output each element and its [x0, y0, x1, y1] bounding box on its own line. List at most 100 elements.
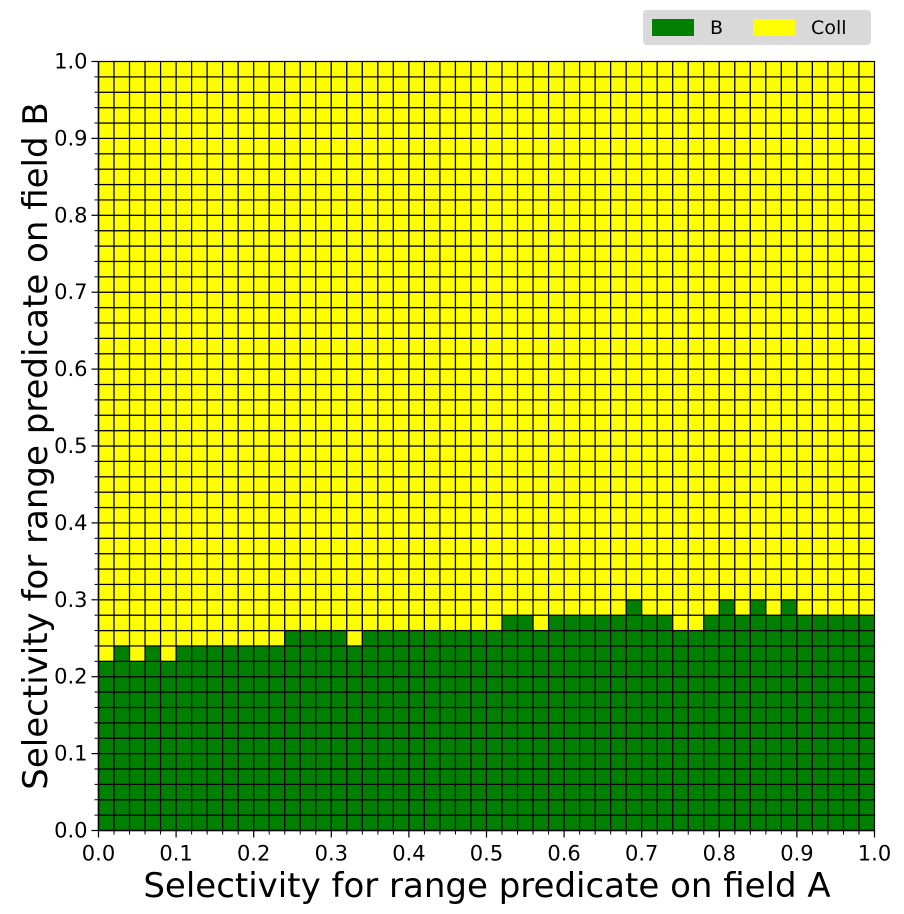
- cell-coll: [532, 153, 550, 170]
- cell-coll: [765, 107, 782, 124]
- cell-b: [423, 645, 441, 662]
- cell-b: [532, 799, 550, 816]
- cell-coll: [175, 506, 193, 524]
- cell-coll: [237, 399, 255, 416]
- cell-coll: [97, 599, 115, 616]
- cell-coll: [563, 445, 581, 462]
- cell-coll: [253, 276, 270, 293]
- cell-coll: [377, 337, 394, 355]
- cell-coll: [811, 368, 829, 386]
- cell-b: [842, 752, 860, 770]
- cell-coll: [206, 506, 224, 524]
- cell-b: [734, 799, 751, 816]
- cell-coll: [392, 322, 410, 339]
- cell-coll: [532, 199, 550, 216]
- cell-coll: [113, 553, 131, 570]
- cell-coll: [718, 553, 736, 570]
- cell-b: [222, 722, 239, 739]
- cell-coll: [253, 491, 270, 509]
- cell-coll: [377, 60, 394, 78]
- cell-b: [268, 706, 286, 724]
- cell-coll: [128, 599, 146, 616]
- cell-coll: [718, 276, 736, 293]
- cell-coll: [392, 368, 410, 386]
- cell-coll: [253, 245, 270, 263]
- cell-coll: [346, 537, 363, 555]
- cell-b: [842, 660, 860, 678]
- cell-coll: [563, 245, 581, 263]
- cell-coll: [687, 199, 705, 216]
- cell-b: [765, 799, 782, 816]
- cell-b: [454, 645, 472, 662]
- cell-coll: [470, 76, 488, 93]
- cell-coll: [253, 599, 270, 616]
- cell-coll: [454, 445, 472, 462]
- cell-coll: [547, 260, 565, 278]
- cell-b: [361, 783, 379, 801]
- cell-coll: [796, 368, 814, 386]
- cell-b: [579, 645, 596, 662]
- cell-coll: [672, 460, 689, 478]
- cell-coll: [284, 107, 301, 124]
- cell-b: [470, 645, 488, 662]
- cell-coll: [672, 599, 689, 616]
- cell-b: [439, 799, 457, 816]
- cell-coll: [780, 260, 798, 278]
- cell-b: [361, 722, 379, 739]
- cell-b: [718, 783, 736, 801]
- cell-coll: [191, 91, 208, 109]
- cell-b: [516, 629, 534, 647]
- cell-coll: [144, 522, 162, 539]
- cell-coll: [377, 245, 394, 263]
- cell-coll: [470, 230, 488, 247]
- cell-coll: [284, 506, 301, 524]
- cell-b: [656, 706, 674, 724]
- cell-coll: [610, 353, 627, 370]
- cell-b: [811, 783, 829, 801]
- cell-coll: [299, 506, 317, 524]
- cell-coll: [734, 91, 751, 109]
- cell-b: [144, 691, 162, 709]
- cell-coll: [641, 337, 658, 355]
- cell-coll: [765, 199, 782, 216]
- cell-b: [392, 768, 410, 785]
- cell-coll: [842, 568, 860, 586]
- cell-coll: [237, 491, 255, 509]
- cell-coll: [734, 430, 751, 447]
- cell-coll: [423, 306, 441, 324]
- cell-b: [128, 722, 146, 739]
- cell-coll: [827, 353, 845, 370]
- cell-coll: [423, 583, 441, 601]
- cell-coll: [284, 153, 301, 170]
- cell-coll: [253, 568, 270, 586]
- cell-coll: [144, 583, 162, 601]
- cell-coll: [144, 383, 162, 401]
- cell-coll: [377, 137, 394, 155]
- cell-coll: [113, 245, 131, 263]
- cell-coll: [237, 337, 255, 355]
- cell-coll: [765, 276, 782, 293]
- cell-coll: [222, 306, 239, 324]
- cell-b: [734, 783, 751, 801]
- cell-coll: [346, 199, 363, 216]
- cell-coll: [392, 245, 410, 263]
- cell-coll: [641, 553, 658, 570]
- cell-coll: [191, 445, 208, 462]
- cell-coll: [299, 60, 317, 78]
- cell-coll: [175, 399, 193, 416]
- cell-b: [485, 737, 503, 755]
- cell-b: [532, 783, 550, 801]
- cell-coll: [144, 399, 162, 416]
- cell-coll: [315, 137, 332, 155]
- cell-coll: [703, 537, 720, 555]
- cell-coll: [734, 291, 751, 309]
- cell-coll: [703, 276, 720, 293]
- cell-coll: [780, 306, 798, 324]
- cell-coll: [454, 214, 472, 232]
- cell-coll: [128, 60, 146, 78]
- cell-coll: [501, 337, 519, 355]
- cell-coll: [222, 260, 239, 278]
- cell-coll: [253, 583, 270, 601]
- cell-coll: [501, 137, 519, 155]
- x-tick-label: 0.3: [315, 842, 348, 866]
